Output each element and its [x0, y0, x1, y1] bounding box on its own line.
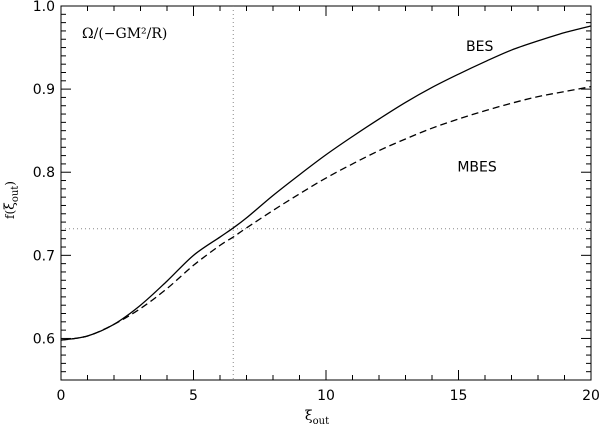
curve-labels: BES MBES — [457, 39, 497, 176]
y-tick-label: 0.8 — [33, 165, 55, 181]
y-tick-label: 1.0 — [33, 0, 55, 15]
y-axis-suffix: ) — [3, 181, 17, 186]
y-tick-label: 0.6 — [33, 331, 55, 347]
curve-label-bes: BES — [466, 39, 493, 55]
curve-label-mbes: MBES — [457, 159, 497, 175]
x-axis-title: ξout — [305, 408, 329, 427]
y-axis-symbol: ξ — [2, 202, 18, 210]
y-axis-prefix: f( — [3, 210, 17, 219]
x-tick-label: 20 — [582, 388, 600, 404]
series-line-mbes — [60, 85, 592, 341]
x-tick-label: 10 — [317, 388, 335, 404]
reference-lines — [61, 6, 591, 380]
x-axis-subscript: out — [313, 416, 329, 427]
series-group — [60, 25, 592, 341]
x-axis-symbol: ξ — [305, 408, 313, 424]
y-tick-label: 0.7 — [33, 248, 55, 264]
x-tick-label: 15 — [450, 388, 468, 404]
x-tick-label: 5 — [189, 388, 198, 404]
plot-frame — [60, 5, 592, 381]
y-axis-subscript: out — [10, 186, 21, 202]
y-axis-title: f(ξout) — [2, 181, 21, 219]
annotation-label: Ω/(−GM²/R) — [82, 26, 167, 42]
axis-ticks: 0 5 10 15 20 0.6 0.7 0.8 0.9 1.0 — [33, 0, 600, 404]
y-tick-label: 0.9 — [33, 82, 55, 98]
x-tick-label: 0 — [57, 388, 66, 404]
series-line-bes — [60, 25, 592, 341]
